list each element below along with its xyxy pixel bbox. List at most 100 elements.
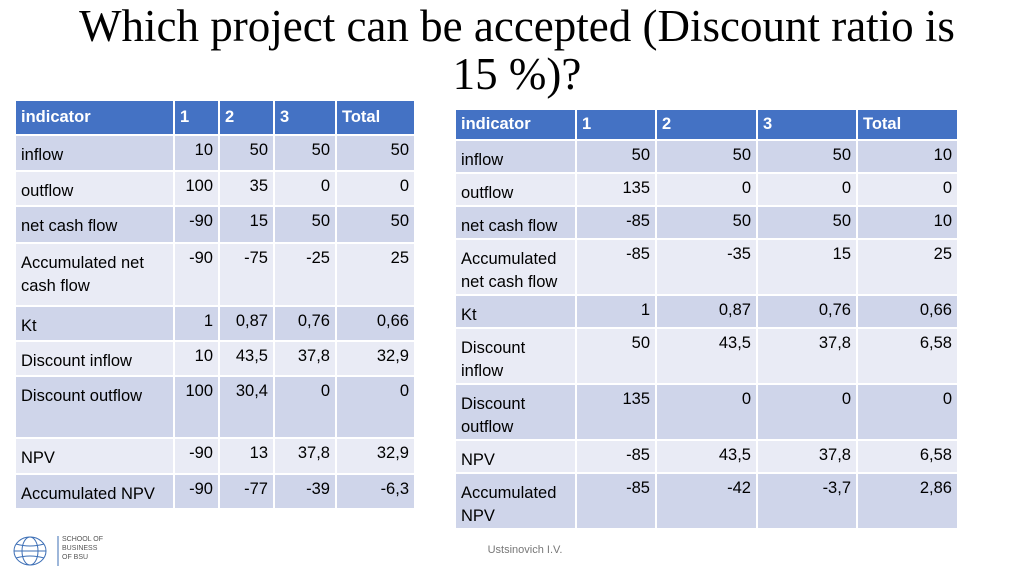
slide-title: Which project can be accepted (Discount … [79,1,955,99]
cell-value: -90 [173,437,220,475]
header-row: indicator 1 2 3 Total [454,108,959,141]
row-label: Kt [14,305,175,342]
cell-value: 43,5 [655,327,758,385]
cell-value: -75 [218,242,275,307]
cell-value: 0,87 [655,294,758,329]
table-row: outflow 135 0 0 0 [454,172,959,207]
cell-value: 0 [655,383,758,441]
table-row: Kt 1 0,87 0,76 0,66 [454,294,959,329]
cell-value: 6,58 [856,439,959,474]
cell-value: 50 [756,139,858,174]
cell-value: 37,8 [273,437,337,475]
cell-value: 2,86 [856,472,959,530]
cell-value: 10 [173,134,220,172]
cell-value: 15 [218,205,275,244]
header-cell: 1 [575,108,657,141]
row-label: Kt [454,294,577,329]
row-label: NPV [14,437,175,475]
table-row: NPV -85 43,5 37,8 6,58 [454,439,959,474]
cell-value: 37,8 [756,327,858,385]
cell-value: 0 [335,170,416,207]
cell-value: 100 [173,375,220,439]
row-label: Discount inflow [454,327,577,385]
cell-value: 50 [335,134,416,172]
row-label: Discount outflow [454,383,577,441]
cell-value: 0,76 [273,305,337,342]
cell-value: -90 [173,473,220,510]
cell-value: -85 [575,472,657,530]
cell-value: -35 [655,238,758,296]
table-row: inflow 10 50 50 50 [14,134,416,172]
row-label: Discount outflow [14,375,175,439]
cell-value: 32,9 [335,437,416,475]
table-row: Discount outflow 100 30,4 0 0 [14,375,416,439]
table-row: Kt 1 0,87 0,76 0,66 [14,305,416,342]
table-row: Discount inflow 50 43,5 37,8 6,58 [454,327,959,385]
cell-value: 0 [756,383,858,441]
cell-value: 50 [218,134,275,172]
cell-value: -42 [655,472,758,530]
cell-value: -85 [575,205,657,240]
cell-value: -39 [273,473,337,510]
row-label: net cash flow [454,205,577,240]
row-label: outflow [14,170,175,207]
cell-value: -77 [218,473,275,510]
cell-value: 50 [655,205,758,240]
logo-text: SCHOOL OF BUSINESS OF BSU [62,535,103,562]
cell-value: 0 [335,375,416,439]
header-cell: 2 [218,99,275,136]
header-cell: Total [335,99,416,136]
table-row: Accumulated net cash flow -90 -75 -25 25 [14,242,416,307]
table-row: inflow 50 50 50 10 [454,139,959,174]
cell-value: 6,58 [856,327,959,385]
cell-value: 0,66 [335,305,416,342]
cell-value: 0,76 [756,294,858,329]
cell-value: 13 [218,437,275,475]
cell-value: 0 [655,172,758,207]
cell-value: 0,87 [218,305,275,342]
cell-value: -85 [575,238,657,296]
logo-line: OF BSU [62,554,89,561]
cell-value: 50 [273,205,337,244]
table-row: Discount inflow 10 43,5 37,8 32,9 [14,340,416,377]
cell-value: -90 [173,205,220,244]
cell-value: 15 [756,238,858,296]
row-label: net cash flow [14,205,175,244]
row-label: Accumulated NPV [14,473,175,510]
row-label: inflow [454,139,577,174]
cell-value: 37,8 [273,340,337,377]
cell-value: 135 [575,172,657,207]
table-row: Discount outflow 135 0 0 0 [454,383,959,441]
row-label: Discount inflow [14,340,175,377]
cell-value: -90 [173,242,220,307]
cell-value: -6,3 [335,473,416,510]
header-cell: Total [856,108,959,141]
cell-value: 0 [273,375,337,439]
author: Ustsinovich I.V. [487,544,563,556]
header-cell: indicator [454,108,577,141]
cell-value: 30,4 [218,375,275,439]
cell-value: -25 [273,242,337,307]
logo-icon [13,536,59,566]
cell-value: 50 [655,139,758,174]
table-row: Accumulated net cash flow -85 -35 15 25 [454,238,959,296]
cell-value: 0 [856,172,959,207]
cell-value: 37,8 [756,439,858,474]
left-table: indicator 1 2 3 Total inflow 10 50 50 50 outflow 10… [14,99,416,510]
cell-value: 35 [218,170,275,207]
table-row: Accumulated NPV -85 -42 -3,7 2,86 [454,472,959,530]
logo-line: BUSINESS [62,545,98,552]
table-row: outflow 100 35 0 0 [14,170,416,207]
row-label: inflow [14,134,175,172]
cell-value: 0 [273,170,337,207]
cell-value: 50 [335,205,416,244]
table-row: net cash flow -90 15 50 50 [14,205,416,244]
table-row: net cash flow -85 50 50 10 [454,205,959,240]
cell-value: 1 [575,294,657,329]
cell-value: 50 [575,139,657,174]
right-table: indicator 1 2 3 Total inflow 50 50 50 10 outflow 13… [454,108,959,530]
header-cell: 3 [273,99,337,136]
cell-value: -3,7 [756,472,858,530]
cell-value: 10 [856,139,959,174]
